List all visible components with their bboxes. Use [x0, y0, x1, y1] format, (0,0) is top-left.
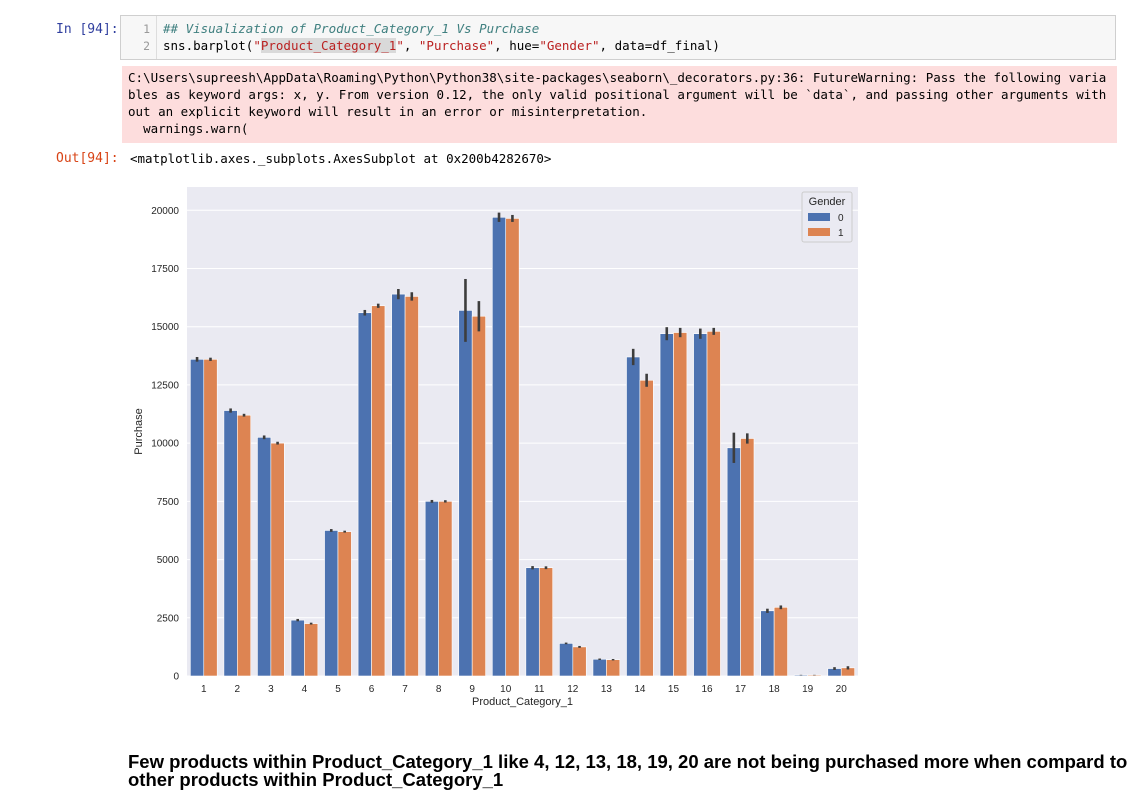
code-token: sns.barplot(: [163, 38, 254, 53]
bar-series-0-cat-4: [290, 619, 305, 677]
bar-series-0-cat-3: [257, 437, 272, 677]
code-token: , data=df_final): [599, 38, 720, 53]
x-tick-label: 18: [769, 684, 781, 695]
bar-series-0-cat-17: [726, 447, 741, 677]
legend-swatch-0: [808, 213, 830, 221]
x-axis-label: Product_Category_1: [472, 696, 573, 708]
bar-series-1-cat-4: [304, 623, 319, 677]
y-tick-label: 10000: [151, 439, 179, 450]
bar-series-0-cat-15: [659, 333, 674, 677]
x-tick-label: 15: [668, 684, 680, 695]
output-prompt: Out[94]:: [56, 151, 119, 166]
line-number: 1: [143, 22, 150, 36]
bar-series-0-cat-7: [391, 293, 406, 677]
bar-series-0-cat-9: [458, 310, 473, 677]
code-input-cell[interactable]: 1 2 ## Visualization of Product_Category…: [120, 15, 1116, 60]
stderr-warning-output: C:\Users\supreesh\AppData\Roaming\Python…: [122, 66, 1117, 143]
bar-series-0-cat-13: [592, 658, 607, 677]
y-tick-label: 5000: [157, 555, 180, 566]
bar-series-1-cat-1: [203, 359, 218, 677]
x-tick-label: 4: [302, 684, 308, 695]
y-tick-label: 20000: [151, 206, 179, 217]
bar-series-1-cat-14: [639, 379, 654, 677]
plot-area: [187, 187, 858, 676]
selection-highlight: Product_Category_1: [260, 38, 397, 53]
x-tick-label: 5: [335, 684, 341, 695]
x-tick-label: 9: [469, 684, 475, 695]
bar-series-0-cat-14: [626, 356, 641, 677]
x-tick-label: 16: [701, 684, 713, 695]
bar-series-1-cat-8: [438, 501, 453, 677]
code-line-comment[interactable]: ## Visualization of Product_Category_1 V…: [163, 21, 540, 36]
x-tick-label: 11: [534, 684, 545, 695]
y-tick-label: 15000: [151, 322, 179, 333]
markdown-conclusion-text: Few products within Product_Category_1 l…: [128, 751, 1128, 790]
x-tick-label: 8: [436, 684, 442, 695]
bar-series-1-cat-17: [740, 438, 755, 677]
code-token: , hue=: [494, 38, 540, 53]
legend-title: Gender: [809, 196, 846, 208]
bar-series-1-cat-16: [706, 331, 721, 677]
x-tick-label: 1: [201, 684, 207, 695]
x-tick-label: 2: [235, 684, 241, 695]
bar-series-1-cat-5: [337, 531, 352, 677]
bar-series-0-cat-10: [492, 216, 507, 677]
line-number: 2: [143, 39, 150, 53]
y-axis-label: Purchase: [133, 408, 145, 454]
bar-series-1-cat-9: [471, 315, 486, 677]
bar-series-0-cat-16: [693, 333, 708, 677]
bar-series-0-cat-18: [760, 610, 775, 677]
code-line-barplot[interactable]: sns.barplot("Product_Category_1", "Purch…: [163, 38, 720, 53]
legend-swatch-1: [808, 228, 830, 236]
y-tick-label: 0: [173, 672, 179, 683]
bar-series-1-cat-18: [773, 607, 788, 677]
bar-series-1-cat-13: [606, 659, 621, 677]
x-tick-label: 10: [500, 684, 512, 695]
bar-series-1-cat-15: [673, 332, 688, 677]
x-tick-label: 17: [735, 684, 747, 695]
bar-series-0-cat-2: [223, 410, 238, 677]
y-tick-label: 17500: [151, 264, 179, 275]
bar-series-1-cat-11: [538, 567, 553, 677]
y-tick-label: 2500: [157, 613, 180, 624]
bar-series-1-cat-12: [572, 646, 587, 677]
code-string-token: "Product_Category_1": [253, 38, 404, 53]
x-tick-label: 6: [369, 684, 375, 695]
bar-series-1-cat-10: [505, 218, 520, 677]
x-tick-label: 13: [601, 684, 613, 695]
bar-series-0-cat-6: [357, 312, 372, 677]
code-token: ,: [403, 38, 419, 53]
x-tick-label: 20: [836, 684, 848, 695]
bar-series-1-cat-7: [404, 296, 419, 677]
bar-series-0-cat-8: [424, 501, 439, 677]
bar-series-1-cat-3: [270, 442, 285, 677]
bar-series-1-cat-6: [371, 305, 386, 677]
bar-series-0-cat-12: [559, 643, 574, 677]
x-tick-label: 3: [268, 684, 274, 695]
bar-series-1-cat-2: [237, 414, 252, 677]
code-string-token: "Purchase": [418, 38, 495, 53]
y-tick-label: 7500: [157, 497, 180, 508]
code-string-token: "Gender": [539, 38, 600, 53]
x-tick-label: 14: [634, 684, 646, 695]
legend-label-1: 1: [838, 228, 844, 239]
output-repr-text: <matplotlib.axes._subplots.AxesSubplot a…: [130, 151, 552, 166]
bar-series-0-cat-11: [525, 567, 540, 677]
input-prompt: In [94]:: [56, 22, 119, 37]
x-tick-label: 19: [802, 684, 814, 695]
y-tick-label: 12500: [151, 380, 179, 391]
x-tick-label: 12: [567, 684, 579, 695]
x-tick-label: 7: [402, 684, 408, 695]
bar-series-0-cat-1: [190, 359, 205, 677]
line-number-gutter: 1 2: [121, 16, 157, 59]
bar-series-0-cat-5: [324, 530, 339, 677]
legend-label-0: 0: [838, 213, 844, 224]
